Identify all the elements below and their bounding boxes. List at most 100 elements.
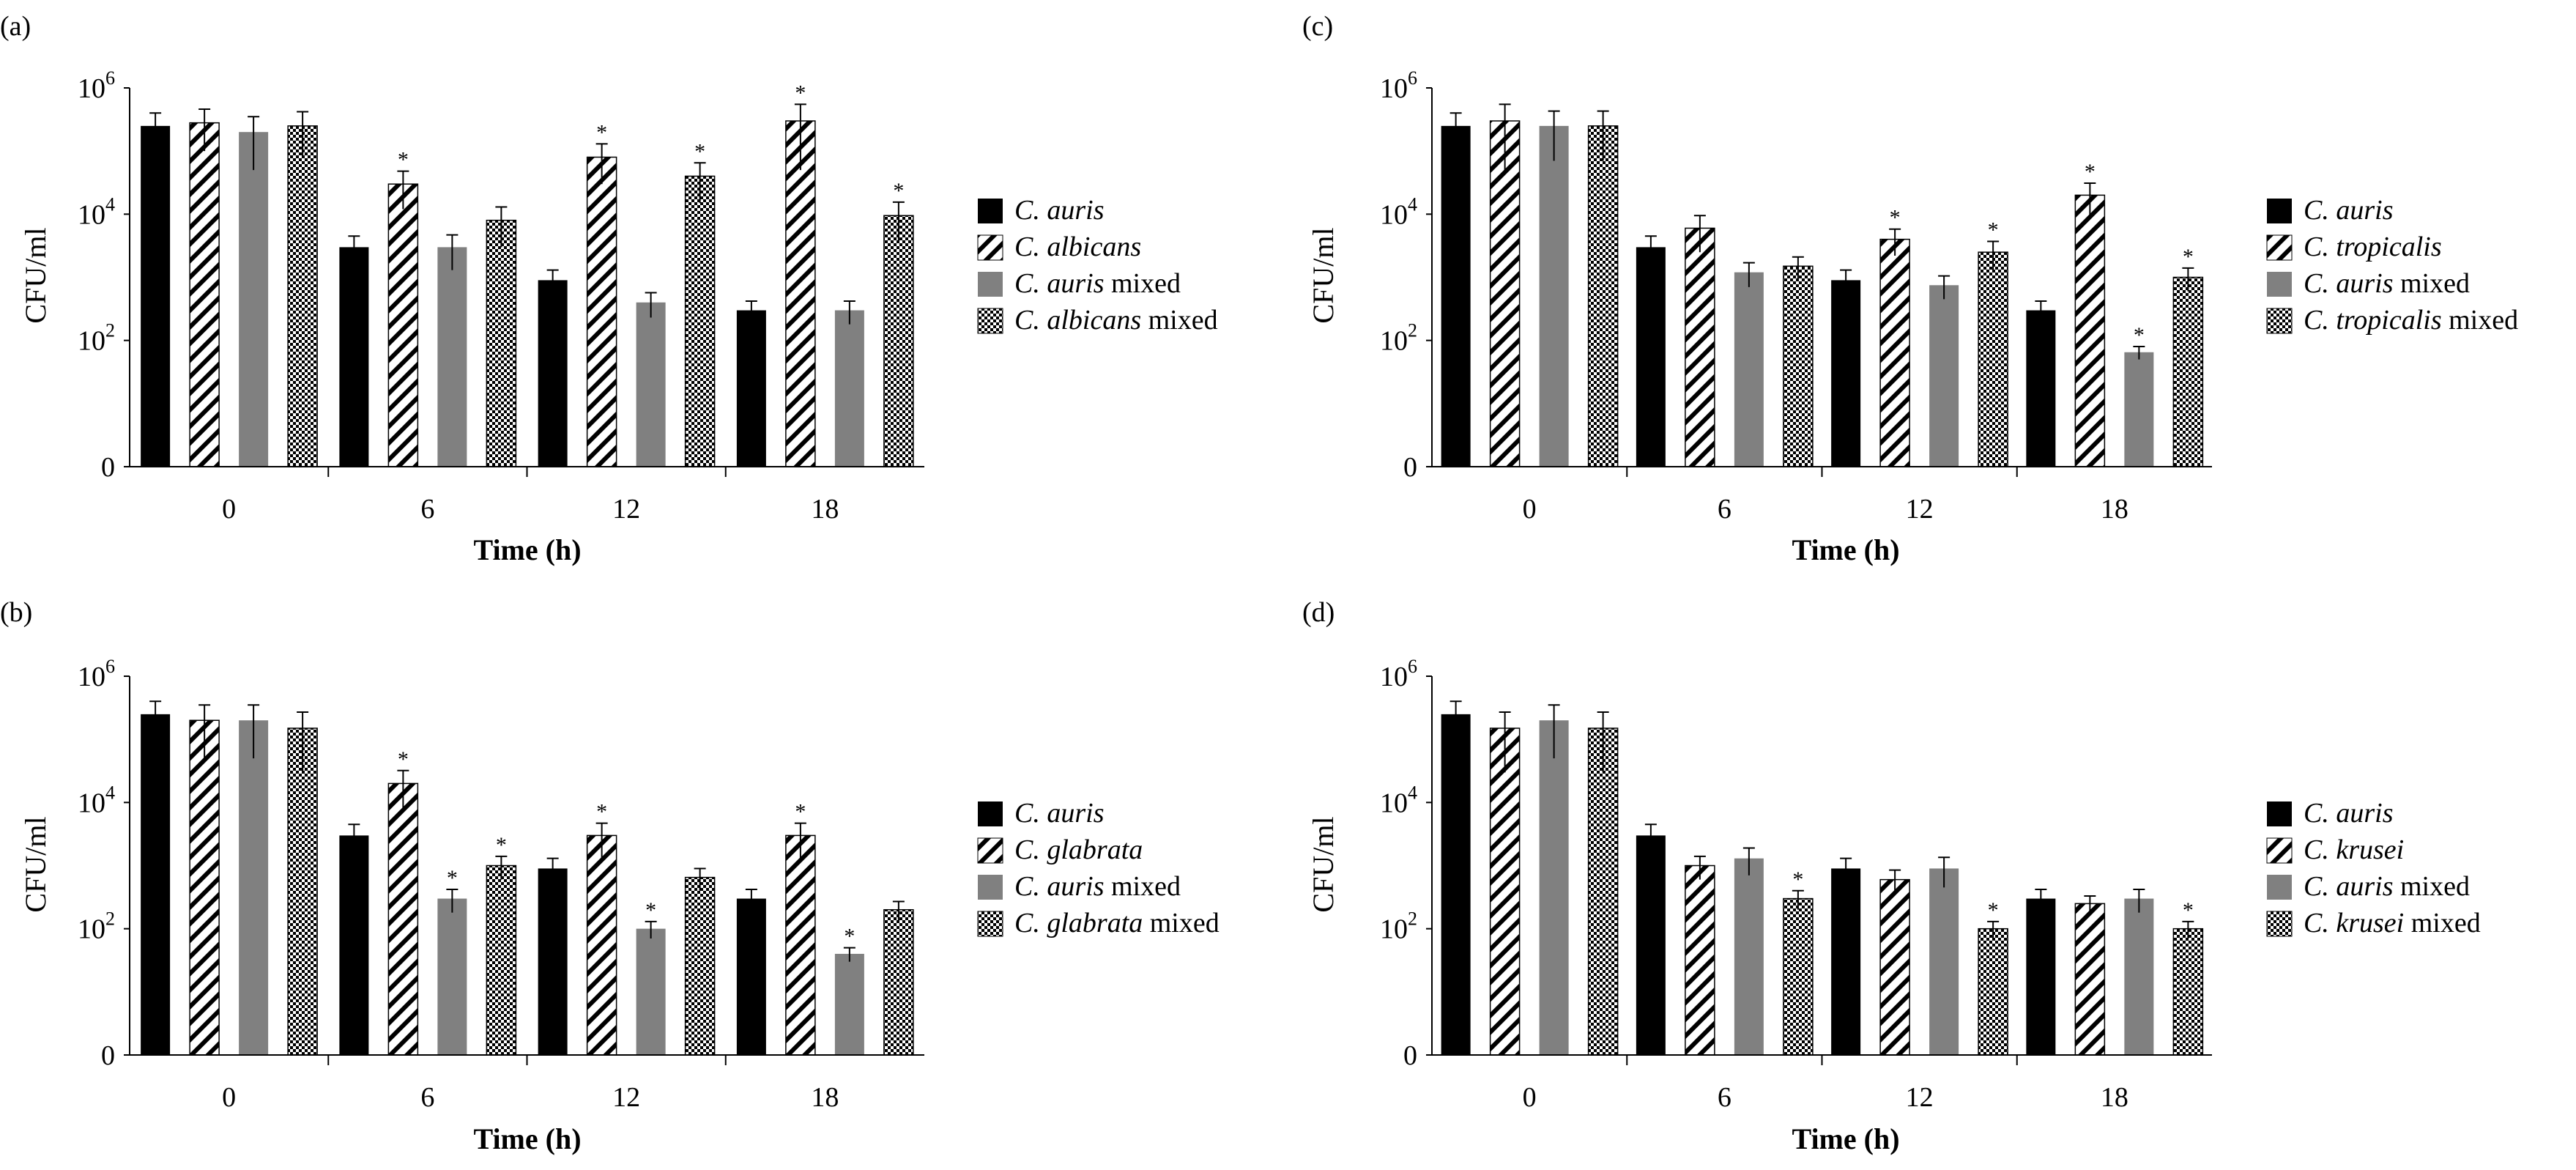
legend-label: C. auris mixed	[1014, 268, 1181, 299]
bar	[1636, 835, 1666, 1055]
panel-label: (d)	[1302, 597, 1335, 628]
x-tick-label: 18	[811, 494, 839, 525]
legend-label: C. auris mixed	[1014, 871, 1181, 902]
bars: * * *	[1441, 700, 2204, 1056]
y-tick-labels: 0 102 104 106	[78, 656, 130, 1071]
bar	[586, 156, 617, 467]
significance-marker: *	[398, 747, 409, 771]
y-tick-labels: 0 102 104 106	[1380, 656, 1432, 1071]
x-tick-labels: 0 6 12 18	[1523, 1055, 2128, 1113]
bar	[189, 719, 220, 1056]
significance-marker: *	[496, 833, 507, 857]
bar	[387, 782, 419, 1056]
bar	[486, 219, 517, 467]
significance-marker: *	[1792, 867, 1803, 892]
significance-marker: *	[596, 120, 607, 144]
bar	[684, 175, 716, 467]
x-tick-label: 18	[2101, 494, 2128, 525]
bar	[437, 247, 467, 467]
bar	[141, 125, 171, 467]
bar	[736, 898, 766, 1055]
bar	[2026, 898, 2056, 1055]
significance-marker: *	[795, 81, 806, 105]
bar	[1587, 125, 1619, 467]
significance-marker: *	[1988, 898, 1999, 922]
bar	[2172, 276, 2204, 467]
x-tick-label: 18	[2101, 1082, 2128, 1113]
x-tick-labels: 0 6 12 18	[222, 467, 839, 525]
bar	[1831, 280, 1861, 467]
bar	[1831, 868, 1861, 1055]
axes	[1431, 676, 2212, 1056]
axes	[129, 676, 924, 1056]
bar	[1879, 878, 1910, 1056]
y-tick-label: 0	[1403, 1040, 1417, 1071]
bar	[2124, 352, 2154, 467]
bar	[834, 953, 864, 1055]
bar	[538, 868, 568, 1055]
significance-marker: *	[398, 148, 409, 172]
significance-marker: *	[844, 925, 855, 949]
legend-swatch	[2267, 801, 2292, 826]
significance-marker: *	[2085, 160, 2096, 184]
bar	[883, 908, 914, 1056]
bar	[1929, 868, 1959, 1055]
legend-swatch	[2267, 199, 2292, 223]
legend-swatch	[978, 272, 1003, 297]
panel-label: (c)	[1302, 11, 1333, 42]
legend-swatch	[978, 875, 1003, 900]
x-tick-label: 6	[1718, 1082, 1731, 1113]
bar	[1685, 227, 1715, 467]
x-tick-label: 0	[222, 1082, 236, 1113]
significance-marker: *	[2183, 898, 2194, 922]
legend-swatch	[2266, 837, 2293, 864]
x-axis-title: Time (h)	[1792, 1122, 1899, 1155]
y-tick-label: 104	[78, 193, 115, 230]
bar	[339, 247, 369, 467]
legend-label: C. auris mixed	[2304, 268, 2470, 299]
bar	[1783, 265, 1814, 467]
x-tick-label: 18	[811, 1082, 839, 1113]
bar	[684, 876, 716, 1056]
axes	[129, 88, 924, 467]
x-tick-label: 6	[420, 494, 434, 525]
x-tick-label: 6	[420, 1082, 434, 1113]
bar	[538, 280, 568, 467]
bar	[1734, 858, 1764, 1055]
legend-swatch	[2266, 234, 2293, 261]
legend-label: C. albicans	[1014, 232, 1141, 262]
legend-swatch	[977, 911, 1003, 937]
significance-marker: *	[1890, 206, 1901, 230]
bar	[1489, 120, 1521, 467]
significance-marker: *	[596, 800, 607, 824]
bar	[1978, 251, 2008, 467]
x-tick-label: 12	[1906, 494, 1934, 525]
legend-swatch	[2267, 272, 2292, 297]
legend-label: C. auris mixed	[2304, 871, 2470, 902]
panel-label: (a)	[0, 11, 31, 42]
legend-swatch	[2267, 875, 2292, 900]
legend: C. auris C. glabrata C. auris mixed C. glab…	[977, 798, 1220, 938]
bar	[586, 834, 617, 1056]
bar	[1489, 727, 1521, 1056]
x-tick-label: 12	[612, 1082, 640, 1113]
x-tick-label: 0	[1523, 494, 1537, 525]
bar	[2124, 898, 2154, 1055]
bar	[636, 302, 666, 467]
bar	[785, 834, 816, 1056]
bar	[387, 183, 419, 467]
bar	[239, 720, 269, 1055]
bar	[1636, 247, 1666, 467]
bar	[883, 215, 914, 467]
legend-label: C. auris	[2304, 798, 2393, 829]
y-tick-label: 106	[78, 67, 115, 104]
bar	[1441, 714, 1471, 1055]
bar	[437, 898, 467, 1055]
x-axis-title: Time (h)	[1792, 533, 1899, 566]
bar	[287, 125, 318, 467]
bar	[1734, 272, 1764, 467]
panel-label: (b)	[0, 597, 32, 628]
